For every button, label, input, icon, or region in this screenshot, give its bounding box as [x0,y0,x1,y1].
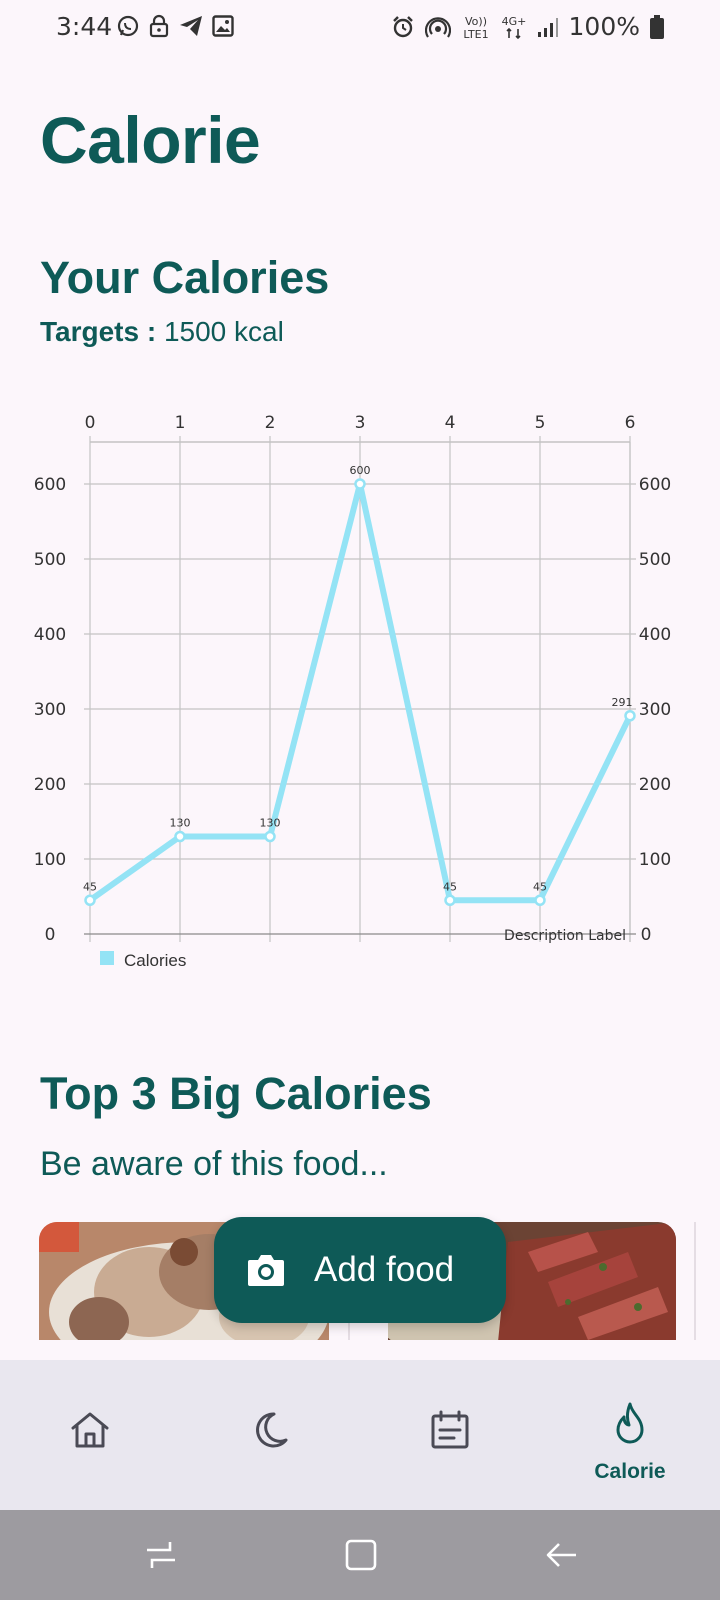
nav-label-calorie: Calorie [594,1460,666,1483]
volte-icon: Vo)) LTE1 [463,15,488,40]
nav-item-schedule[interactable] [360,1360,540,1510]
data-point[interactable] [174,830,186,843]
legend-label-calories: Calories [124,951,186,970]
svg-text:4G+: 4G+ [501,15,526,28]
4g-icon: 4G+ [501,15,526,39]
add-food-label: Add food [314,1250,455,1289]
battery-icon [650,14,664,39]
data-point[interactable] [84,894,96,906]
data-point[interactable] [624,710,636,722]
data-value-label: 130 [260,817,281,830]
targets-label: Targets : [40,316,157,347]
x-tick-label: 5 [535,413,546,433]
page-title: Calorie [40,103,261,177]
moon-icon [256,1412,288,1448]
targets-value: 1500 kcal [163,316,284,347]
flame-icon [616,1402,644,1444]
signal-icon [537,17,558,37]
nav-item-home[interactable] [0,1360,180,1510]
back-icon[interactable] [545,1538,579,1572]
y-tick-label-left: 200 [34,775,66,795]
whatsapp-icon [117,15,139,37]
chart-description-label: Description Label [504,928,626,944]
y-tick-label-left: 400 [34,625,66,645]
svg-text:LTE1: LTE1 [463,28,488,40]
x-tick-label: 1 [175,413,186,433]
data-point[interactable] [444,894,456,906]
targets-line: Targets : 1500 kcal [40,316,284,348]
x-tick-label: 6 [625,413,636,433]
y-tick-label-left: 0 [45,925,56,945]
nav-item-sleep[interactable] [180,1360,360,1510]
gallery-icon [212,15,234,37]
data-value-label: 45 [443,880,457,893]
data-value-label: 45 [533,880,547,893]
data-value-label: 45 [83,880,97,893]
data-point[interactable] [534,894,546,906]
y-tick-label-right: 500 [639,550,671,570]
y-tick-label-left: 600 [34,475,66,495]
add-food-button[interactable]: Add food [214,1217,506,1323]
bottom-navigation: Calorie [0,1360,720,1510]
home-square-icon[interactable] [344,1538,378,1572]
telegram-icon [180,16,202,36]
y-tick-label-left: 300 [34,700,66,720]
alarm-icon [392,15,413,37]
x-tick-label: 2 [265,413,276,433]
top-calories-heading: Top 3 Big Calories [40,1068,432,1119]
legend-swatch-calories [100,951,114,965]
camera-icon [248,1255,284,1286]
data-value-label: 291 [612,696,633,709]
y-tick-label-right: 0 [641,925,652,945]
x-tick-label: 0 [85,413,96,433]
status-bar: 3:44 Vo) [0,0,720,54]
your-calories-heading: Your Calories [40,252,330,303]
home-icon [71,1412,109,1448]
x-tick-label: 3 [355,413,366,433]
y-tick-label-left: 500 [34,550,66,570]
data-point[interactable] [264,830,276,843]
lock-icon [149,14,169,38]
card-divider [694,1222,696,1340]
nav-item-calorie[interactable]: Calorie [540,1360,720,1510]
y-tick-label-left: 100 [34,850,66,870]
y-tick-label-right: 400 [639,625,671,645]
data-value-label: 600 [350,464,371,477]
system-navigation-bar [0,1510,720,1600]
status-time: 3:44 [56,12,113,41]
battery-percent: 100% [568,12,640,41]
calendar-icon [431,1410,469,1449]
y-tick-label-right: 100 [639,850,671,870]
data-value-label: 130 [170,817,191,830]
y-tick-label-right: 600 [639,475,671,495]
status-left-icons [116,14,234,38]
recents-icon[interactable] [144,1538,178,1572]
top-calories-subtitle: Be aware of this food... [40,1145,388,1183]
y-tick-label-right: 300 [639,700,671,720]
hotspot-icon [424,16,451,38]
y-tick-label-right: 200 [639,775,671,795]
x-tick-label: 4 [445,413,456,433]
status-right-icons: Vo)) LTE1 4G+ 100% [391,12,664,41]
data-point[interactable] [354,478,366,490]
svg-text:Vo)): Vo)) [465,15,487,28]
